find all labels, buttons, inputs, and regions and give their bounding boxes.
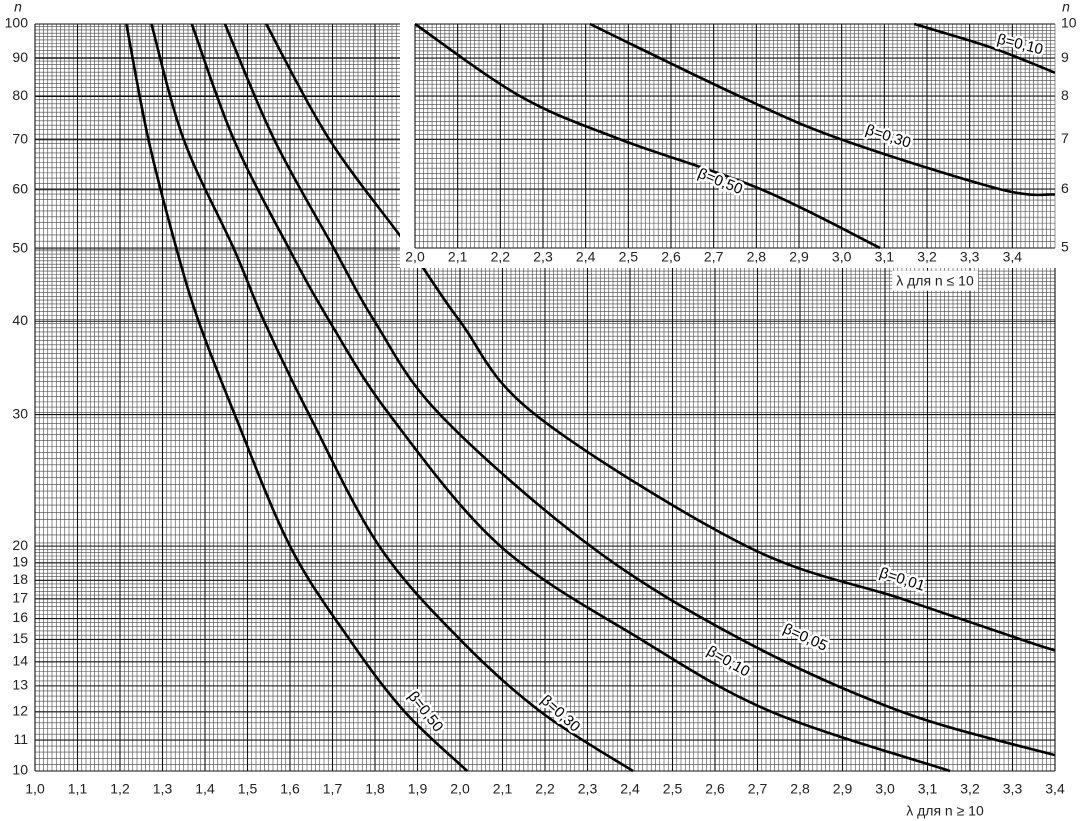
x-tick-label: 2,5 — [619, 249, 639, 265]
x-tick-label: 2,8 — [790, 781, 810, 797]
curve — [265, 23, 1055, 652]
y-tick-label: 14 — [12, 653, 28, 669]
x-tick-label: 3,4 — [1003, 249, 1023, 265]
x-tick-label: 2,3 — [578, 781, 598, 797]
y-tick-label: 17 — [12, 590, 28, 606]
x-tick-label: 2,7 — [704, 249, 724, 265]
curve — [150, 23, 634, 773]
x-tick-label: 2,9 — [833, 781, 853, 797]
curves — [125, 23, 1055, 773]
y-tick-label: 16 — [12, 609, 28, 625]
y-axis-label: n — [14, 0, 22, 15]
x-tick-label: 2,4 — [620, 781, 640, 797]
x-tick-label: 2,8 — [747, 249, 767, 265]
y-tick-label: 70 — [12, 130, 28, 146]
x-tick-label: 2,1 — [493, 781, 513, 797]
x-tick-label: 3,2 — [917, 249, 937, 265]
x-tick-label: 2,2 — [491, 249, 511, 265]
y-tick-label: 50 — [12, 240, 28, 256]
curve — [913, 22, 1055, 74]
y-tick-label: 60 — [12, 180, 28, 196]
x-tick-label: 2,0 — [405, 249, 425, 265]
x-tick-label: 3,4 — [1045, 781, 1065, 797]
x-tick-label: 3,3 — [960, 249, 980, 265]
y-tick-label: 18 — [12, 571, 28, 587]
x-tick-label: 2,4 — [576, 249, 596, 265]
x-tick-label: 2,2 — [535, 781, 555, 797]
y-tick-label: 40 — [12, 312, 28, 328]
x-tick-label: 2,0 — [450, 781, 470, 797]
x-tick-label: 2,3 — [533, 249, 553, 265]
x-tick-label: 1,6 — [280, 781, 300, 797]
x-tick-label: 2,5 — [663, 781, 683, 797]
x-tick-label: 3,1 — [875, 249, 895, 265]
curve — [415, 22, 881, 250]
x-tick-label: 1,0 — [25, 781, 45, 797]
y-tick-label: 20 — [12, 537, 28, 553]
x-tick-label: 3,1 — [918, 781, 938, 797]
x-axis-label: λ для n ≤ 10 — [896, 273, 974, 289]
y-tick-label: 19 — [12, 553, 28, 569]
x-tick-label: 3,0 — [875, 781, 895, 797]
axis-label-background — [902, 800, 988, 821]
y-tick-label: 7 — [1061, 130, 1069, 146]
axis-label-background — [892, 270, 978, 291]
y-tick-label: 30 — [12, 405, 28, 421]
x-tick-label: 1,1 — [68, 781, 88, 797]
x-tick-label: 2,7 — [748, 781, 768, 797]
x-tick-label: 2,1 — [448, 249, 468, 265]
x-tick-label: 1,8 — [365, 781, 385, 797]
curve — [190, 23, 951, 773]
y-tick-label: 100 — [5, 15, 29, 31]
curve — [589, 22, 1055, 197]
curve — [125, 23, 469, 772]
y-tick-label: 90 — [12, 49, 28, 65]
x-tick-label: 2,6 — [705, 781, 725, 797]
y-tick-label: 10 — [1061, 15, 1077, 31]
x-tick-label: 2,6 — [661, 249, 681, 265]
y-tick-label: 12 — [12, 703, 28, 719]
curves — [415, 22, 1055, 250]
x-tick-label: 1,5 — [238, 781, 258, 797]
x-axis-label: λ для n ≥ 10 — [906, 803, 984, 819]
y-tick-label: 9 — [1061, 49, 1069, 65]
y-tick-label: 5 — [1061, 239, 1069, 255]
x-tick-label: 1,4 — [195, 781, 215, 797]
x-tick-label: 1,3 — [153, 781, 173, 797]
y-axis-label: n — [1062, 0, 1070, 15]
y-tick-label: 8 — [1061, 87, 1069, 103]
y-tick-label: 13 — [12, 677, 28, 693]
x-tick-label: 1,9 — [408, 781, 428, 797]
x-tick-label: 3,3 — [1003, 781, 1023, 797]
curve — [223, 23, 1055, 757]
y-tick-label: 10 — [12, 762, 28, 778]
x-tick-label: 2,9 — [789, 249, 809, 265]
x-tick-label: 3,0 — [832, 249, 852, 265]
x-tick-label: 1,7 — [323, 781, 343, 797]
y-tick-label: 15 — [12, 630, 28, 646]
inset-panel: 2,0 2,1 2,2 2,3 2,4 2,5 2,6 2,7 2,8 2,9 3,0 3,1 3,2 3… — [405, 0, 1077, 291]
x-tick-label: 1,2 — [110, 781, 130, 797]
x-tick-label: 3,2 — [960, 781, 980, 797]
y-tick-label: 80 — [12, 87, 28, 103]
y-tick-label: 6 — [1061, 180, 1069, 196]
y-tick-label: 11 — [13, 731, 28, 747]
